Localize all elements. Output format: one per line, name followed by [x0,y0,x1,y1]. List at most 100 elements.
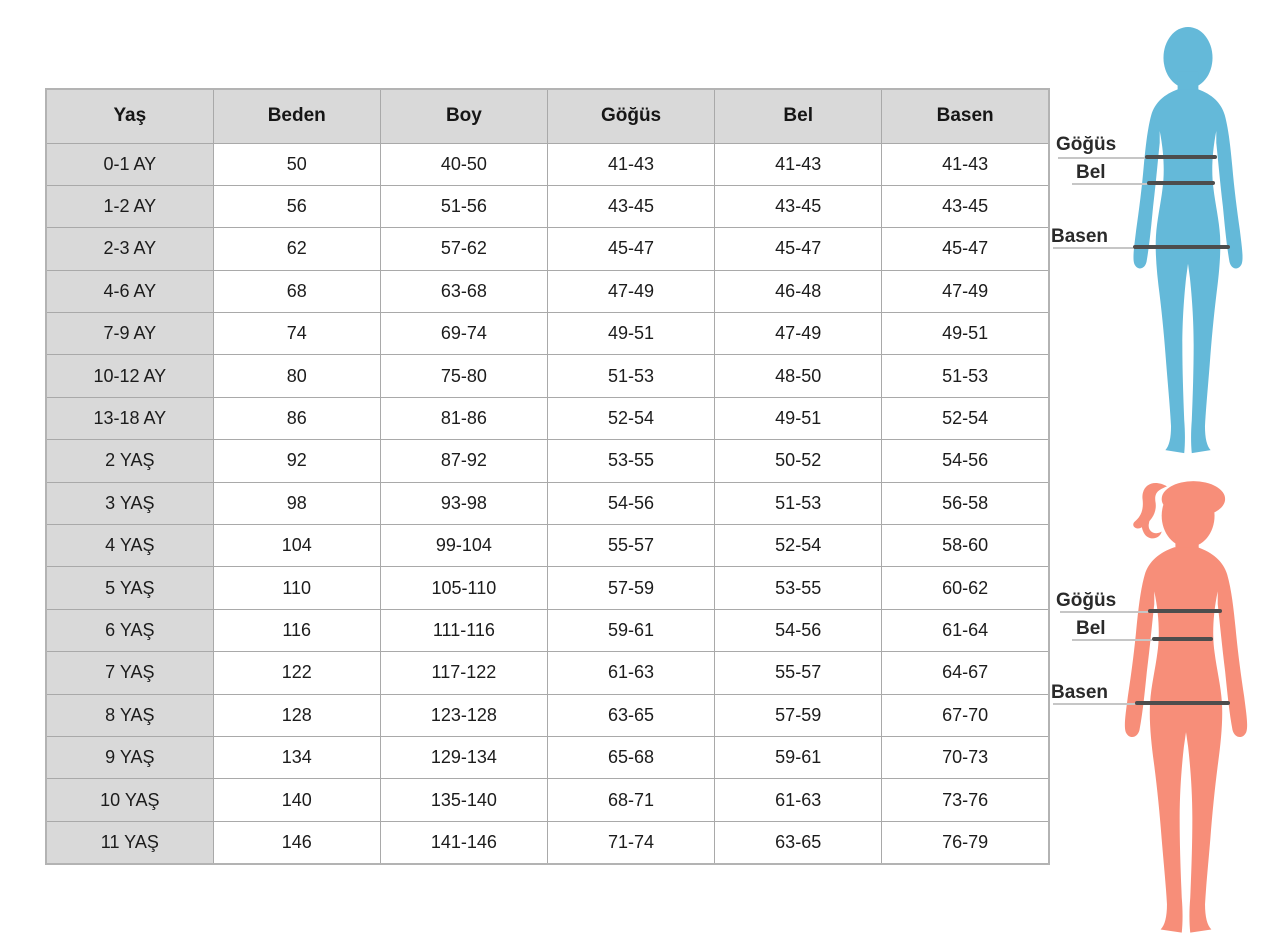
value-cell: 53-55 [546,439,716,483]
boy-measurement-figure: Göğüs Bel Basen [1048,24,1262,464]
value-cell: 81-86 [379,396,548,441]
value-cell: 62 [212,227,381,271]
column-header: Beden [212,88,381,144]
table-row: 4 YAŞ 104 99-104 55-57 52-54 58-60 [45,524,1050,568]
value-cell: 45-47 [714,227,883,271]
table-row: 6 YAŞ 116 111-116 59-61 54-56 61-64 [45,608,1050,653]
value-cell: 59-61 [546,608,716,653]
age-cell: 3 YAŞ [45,481,214,526]
value-cell: 80 [212,354,381,398]
value-cell: 117-122 [379,651,548,695]
value-cell: 45-47 [546,227,716,271]
value-cell: 69-74 [379,312,548,356]
value-cell: 110 [212,566,381,610]
girl-measurement-figure: Göğüs Bel Basen [1048,476,1262,948]
value-cell: 57-59 [546,566,716,610]
value-cell: 75-80 [379,354,548,398]
value-cell: 129-134 [379,735,548,780]
waist-leader-line [1072,183,1147,185]
value-cell: 99-104 [379,524,548,568]
table-row: 2 YAŞ 92 87-92 53-55 50-52 54-56 [45,439,1050,483]
value-cell: 134 [212,735,381,780]
age-cell: 2-3 AY [45,227,214,271]
table-row: 4-6 AY 68 63-68 47-49 46-48 47-49 [45,269,1050,314]
table-body: 0-1 AY 50 40-50 41-43 41-43 41-43 1-2 AY 56 51-5… [45,142,1050,865]
value-cell: 54-56 [546,481,716,526]
chest-label: Göğüs [1056,134,1117,155]
value-cell: 49-51 [714,396,883,441]
value-cell: 141-146 [379,820,548,865]
column-header: Bel [714,88,883,144]
waist-label: Bel [1076,162,1106,183]
hip-measure-line [1133,245,1230,249]
size-table: Yaş Beden Boy Göğüs Bel Basen 0-1 AY 50 40-50 41… [45,88,1050,865]
value-cell: 63-65 [714,820,883,865]
value-cell: 61-64 [881,608,1050,653]
value-cell: 41-43 [714,142,883,186]
column-header: Basen [881,88,1050,144]
value-cell: 58-60 [881,524,1050,568]
value-cell: 43-45 [546,184,716,229]
value-cell: 51-53 [546,354,716,398]
age-cell: 10-12 AY [45,354,214,398]
value-cell: 52-54 [881,396,1050,441]
hip-label: Basen [1051,682,1109,703]
table-row: 7-9 AY 74 69-74 49-51 47-49 49-51 [45,312,1050,356]
boy-silhouette-icon [1133,26,1243,454]
age-cell: 7 YAŞ [45,651,214,695]
value-cell: 45-47 [881,227,1050,271]
value-cell: 52-54 [714,524,883,568]
table-row: 2-3 AY 62 57-62 45-47 45-47 45-47 [45,227,1050,271]
value-cell: 46-48 [714,269,883,314]
value-cell: 48-50 [714,354,883,398]
value-cell: 41-43 [881,142,1050,186]
age-cell: 5 YAŞ [45,566,214,610]
table-row: 9 YAŞ 134 129-134 65-68 59-61 70-73 [45,735,1050,780]
value-cell: 146 [212,820,381,865]
value-cell: 52-54 [546,396,716,441]
table-head: Yaş Beden Boy Göğüs Bel Basen [45,88,1050,144]
value-cell: 104 [212,524,381,568]
value-cell: 92 [212,439,381,483]
value-cell: 56 [212,184,381,229]
chest-measure-line [1148,609,1222,613]
column-header: Boy [379,88,548,144]
table-row: 1-2 AY 56 51-56 43-45 43-45 43-45 [45,184,1050,229]
column-header: Yaş [45,88,214,144]
value-cell: 123-128 [379,693,548,737]
table-row: 13-18 AY 86 81-86 52-54 49-51 52-54 [45,396,1050,441]
table-row: 5 YAŞ 110 105-110 57-59 53-55 60-62 [45,566,1050,610]
age-cell: 8 YAŞ [45,693,214,737]
girl-silhouette-icon [1124,481,1248,933]
value-cell: 51-53 [881,354,1050,398]
value-cell: 50 [212,142,381,186]
value-cell: 71-74 [546,820,716,865]
value-cell: 111-116 [379,608,548,653]
value-cell: 43-45 [881,184,1050,229]
value-cell: 135-140 [379,778,548,822]
value-cell: 68-71 [546,778,716,822]
hip-leader-line [1053,703,1135,705]
value-cell: 41-43 [546,142,716,186]
value-cell: 86 [212,396,381,441]
value-cell: 54-56 [881,439,1050,483]
chest-leader-line [1058,157,1145,159]
value-cell: 67-70 [881,693,1050,737]
value-cell: 63-65 [546,693,716,737]
column-header: Göğüs [546,88,716,144]
hip-measure-line [1135,701,1230,705]
value-cell: 87-92 [379,439,548,483]
table-row: 11 YAŞ 146 141-146 71-74 63-65 76-79 [45,820,1050,865]
value-cell: 128 [212,693,381,737]
value-cell: 51-56 [379,184,548,229]
value-cell: 53-55 [714,566,883,610]
value-cell: 105-110 [379,566,548,610]
age-cell: 10 YAŞ [45,778,214,822]
value-cell: 74 [212,312,381,356]
value-cell: 57-59 [714,693,883,737]
value-cell: 70-73 [881,735,1050,780]
value-cell: 59-61 [714,735,883,780]
hip-leader-line [1053,247,1133,249]
value-cell: 57-62 [379,227,548,271]
